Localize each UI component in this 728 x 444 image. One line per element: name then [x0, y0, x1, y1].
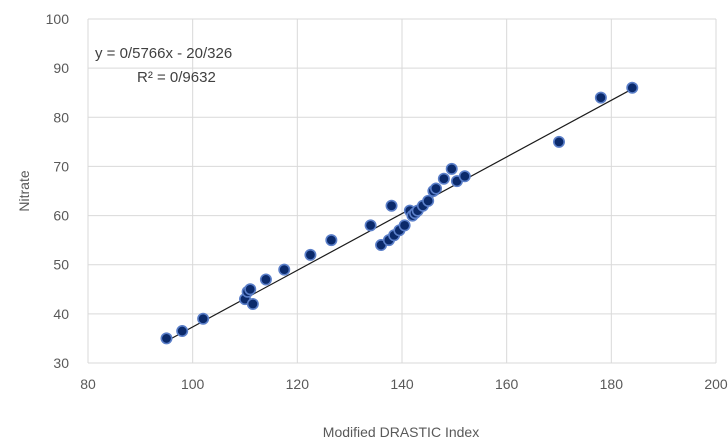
data-point [626, 81, 639, 94]
data-point [422, 194, 435, 207]
trendline-group [166, 88, 633, 342]
data-point [364, 219, 377, 232]
x-tick-label: 120 [286, 376, 310, 392]
data-point [398, 219, 411, 232]
data-point [259, 273, 272, 286]
data-point [325, 234, 338, 247]
x-tick-label: 160 [495, 376, 519, 392]
x-tick-labels: 80 100 120 140 160 180 200 [80, 376, 728, 392]
data-point [552, 135, 565, 148]
trendline-r-squared: R² = 0/9632 [137, 69, 216, 86]
y-tick-label: 100 [46, 11, 70, 27]
data-point [160, 332, 173, 345]
y-tick-label: 70 [53, 158, 69, 174]
y-tick-label: 30 [53, 355, 69, 371]
x-tick-label: 180 [600, 376, 624, 392]
y-tick-labels: 30 40 50 60 70 80 90 100 [46, 11, 70, 371]
trendline-equation: y = 0/5766x - 20/326 [95, 45, 232, 62]
data-point [437, 172, 450, 185]
data-point [385, 199, 398, 212]
x-tick-label: 200 [704, 376, 728, 392]
y-tick-label: 90 [53, 60, 69, 76]
y-tick-label: 40 [53, 306, 69, 322]
x-tick-label: 80 [80, 376, 96, 392]
grid-lines [87, 18, 717, 364]
data-point [445, 162, 458, 175]
data-point [244, 283, 257, 296]
y-tick-label: 60 [53, 208, 69, 224]
y-axis-title: Nitrate [16, 170, 32, 211]
data-points [160, 81, 639, 345]
data-point [594, 91, 607, 104]
data-point [458, 170, 471, 183]
data-point [278, 263, 291, 276]
x-tick-label: 100 [181, 376, 205, 392]
data-point [176, 325, 189, 338]
data-point [430, 182, 443, 195]
y-tick-label: 80 [53, 109, 69, 125]
x-axis-title: Modified DRASTIC Index [323, 424, 479, 440]
trendline [166, 88, 633, 342]
data-point [304, 248, 317, 261]
data-point [246, 298, 259, 311]
y-tick-label: 50 [53, 257, 69, 273]
data-point [197, 312, 210, 325]
x-tick-label: 140 [390, 376, 414, 392]
